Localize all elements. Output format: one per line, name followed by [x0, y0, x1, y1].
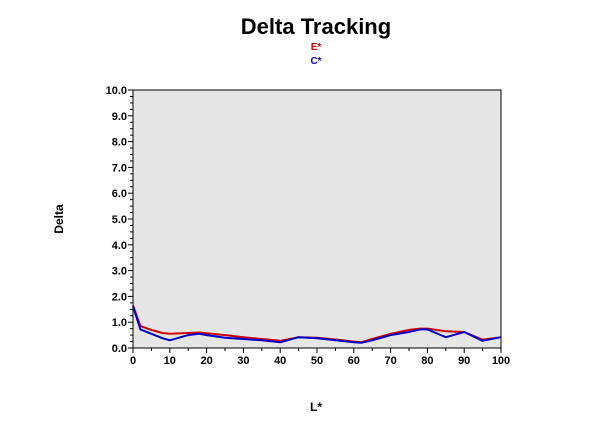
x-tick-label: 70: [384, 355, 396, 367]
y-tick-label: 6.0: [112, 188, 127, 200]
y-tick-label: 4.0: [112, 240, 127, 252]
y-tick-label: 2.0: [112, 291, 127, 303]
x-tick-label: 30: [237, 355, 249, 367]
x-tick-label: 20: [200, 355, 212, 367]
plot-area: [132, 89, 502, 349]
legend-entry-c: C*: [310, 56, 321, 67]
x-tick-label: 50: [311, 355, 323, 367]
y-axis: 0.0 1.0 2.0 3.0 4.0 5.0 6.0 7.0 8.0 9.0 10.0: [106, 85, 133, 355]
y-tick-label: 8.0: [112, 137, 127, 149]
y-tick-label: 9.0: [112, 111, 127, 123]
x-tick-label: 80: [421, 355, 433, 367]
x-tick-label: 90: [458, 355, 470, 367]
y-tick-label: 0.0: [112, 343, 127, 355]
x-tick-label: 0: [130, 355, 136, 367]
y-axis-label: Delta: [52, 204, 66, 234]
y-tick-label: 3.0: [112, 266, 127, 278]
legend-entry-e: E*: [311, 42, 322, 53]
series-line-c: [132, 305, 502, 344]
y-tick-label: 5.0: [112, 214, 127, 226]
series-layer: [132, 305, 502, 344]
x-tick-label: 10: [164, 355, 176, 367]
y-tick-label: 7.0: [112, 162, 127, 174]
chart-title: Delta Tracking: [241, 14, 391, 39]
x-axis: 0 10 20 30 40 50 60 70 80 90 100: [130, 348, 510, 367]
x-tick-label: 100: [492, 355, 510, 367]
x-tick-label: 40: [274, 355, 286, 367]
x-axis-label: L*: [310, 400, 322, 414]
y-tick-label: 1.0: [112, 317, 127, 329]
x-tick-label: 60: [348, 355, 360, 367]
y-tick-label: 10.0: [106, 85, 127, 97]
